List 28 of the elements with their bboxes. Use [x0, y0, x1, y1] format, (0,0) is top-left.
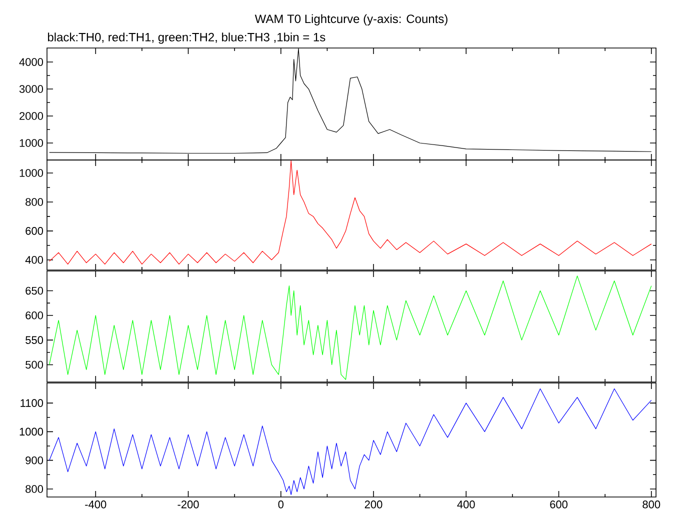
y-tick-label: 900 — [26, 456, 44, 464]
x-tick-label: -200 — [178, 500, 199, 508]
line-series — [49, 388, 652, 496]
line-series — [49, 160, 652, 265]
y-tick-label: 650 — [26, 286, 44, 295]
y-tick-label: 600 — [26, 227, 44, 235]
y-tick-label: 1000 — [20, 169, 44, 177]
y-tick-label: 500 — [26, 360, 44, 369]
x-tick-label: 600 — [550, 500, 568, 508]
chart-title: WAM T0 Lightcurve (y-axis: Counts) — [254, 14, 448, 26]
y-tick-label: 1000 — [20, 428, 44, 436]
line-series — [49, 276, 652, 380]
y-tick-label: 4000 — [19, 58, 44, 66]
y-tick-label: 1000 — [20, 139, 44, 147]
x-tick-label: 200 — [364, 500, 382, 508]
y-tick-label: 800 — [26, 485, 44, 493]
chart-subtitle: black:TH0, red:TH1, green:TH2, blue:TH3 ,1bin = 1s — [48, 32, 326, 44]
x-tick-label: -400 — [85, 500, 106, 508]
y-tick-label: 400 — [25, 256, 44, 264]
y-tick-label: 800 — [26, 198, 44, 206]
y-tick-label: 2000 — [20, 112, 44, 120]
y-tick-label: 550 — [26, 336, 44, 344]
x-tick-label: 0 — [278, 500, 284, 508]
y-tick-label: 1100 — [20, 399, 44, 407]
y-tick-label: 600 — [26, 312, 44, 320]
x-tick-label: 400 — [457, 500, 475, 508]
y-tick-label: 3000 — [19, 85, 44, 93]
x-tick-label: 800 — [642, 500, 660, 508]
